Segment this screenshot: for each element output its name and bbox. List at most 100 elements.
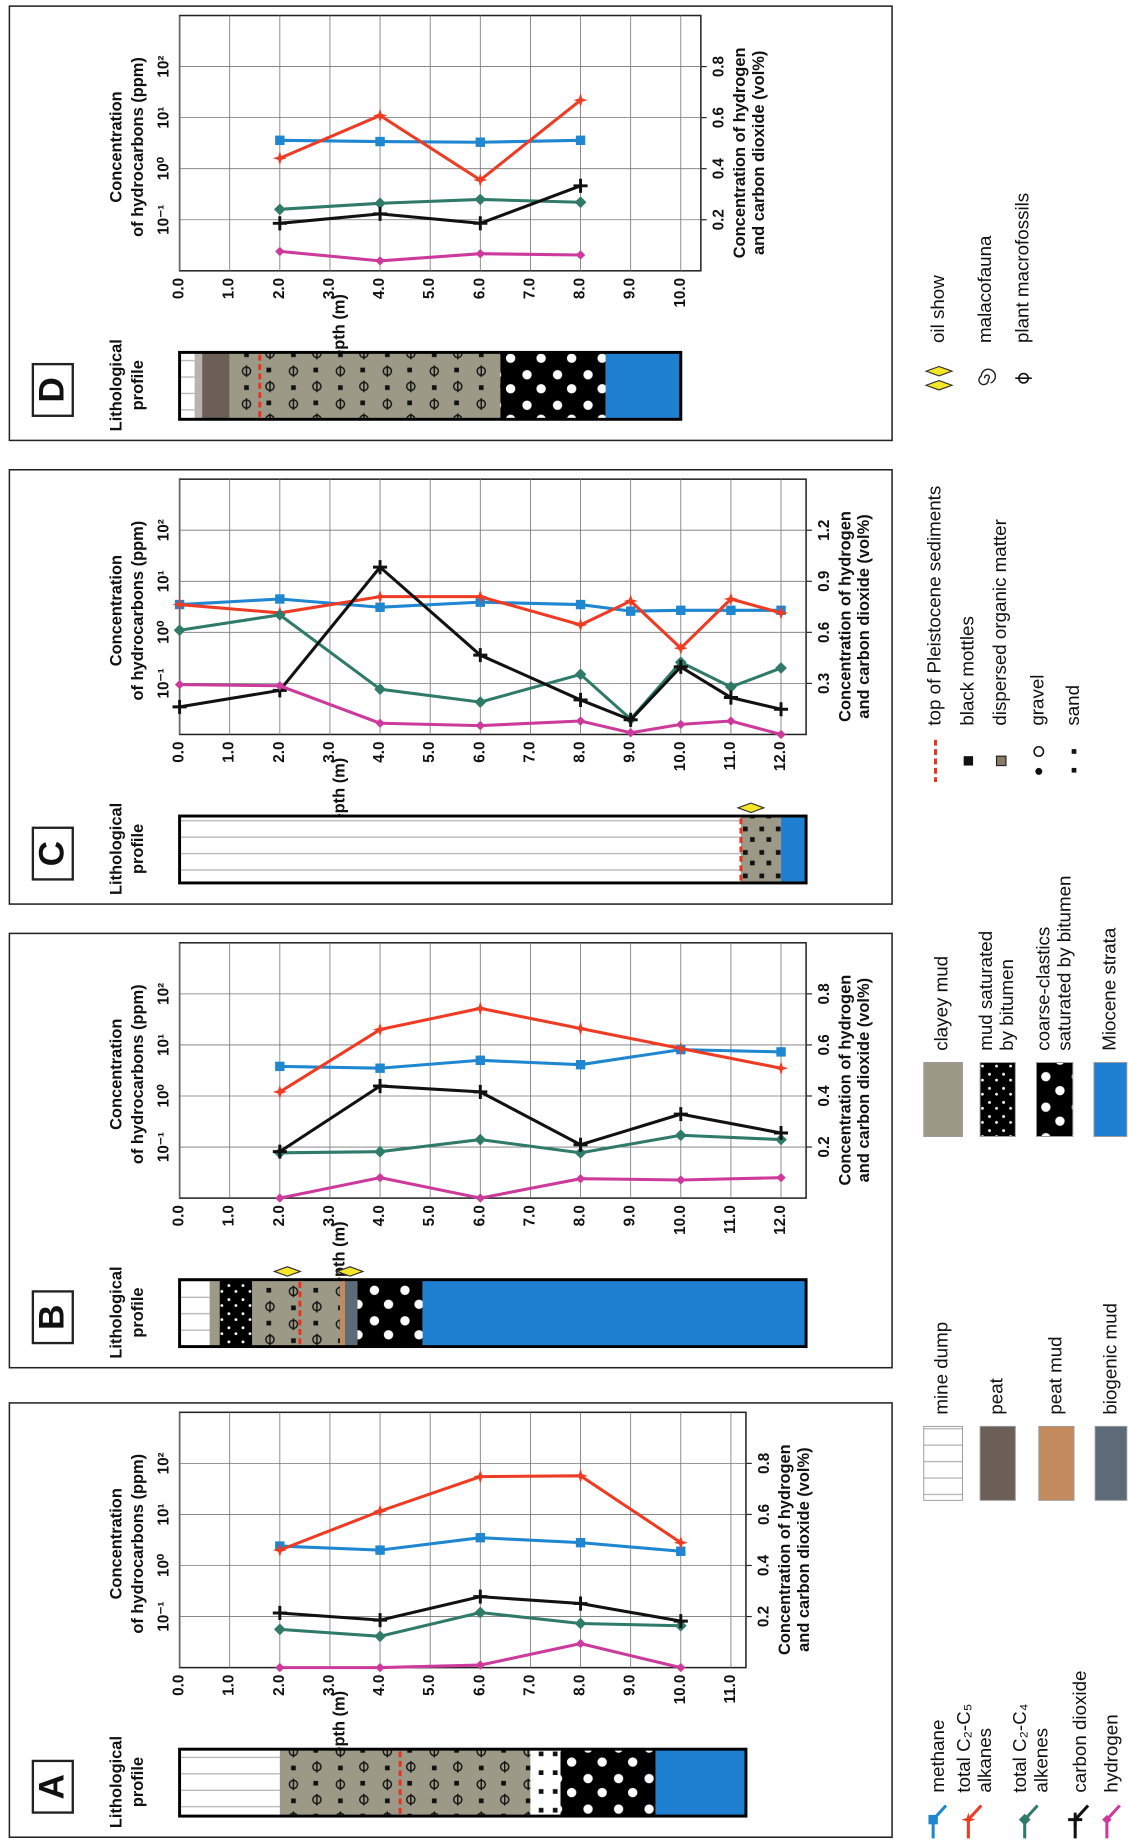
legend-label: alkanes bbox=[974, 1728, 995, 1793]
legend-label: total C₂-C₅ bbox=[953, 1704, 974, 1793]
x-tick-label: 10.0 bbox=[672, 1675, 689, 1705]
y-axis-title: of hydrocarbons (ppm) bbox=[129, 984, 147, 1164]
x-tick-label: 11.0 bbox=[722, 1205, 739, 1234]
profile-layer bbox=[561, 1749, 656, 1816]
legend-label: sand bbox=[1062, 685, 1083, 726]
marker bbox=[576, 1538, 585, 1547]
legend-label: clayey mud bbox=[930, 956, 951, 1051]
y2-tick-label: 0.2 bbox=[816, 1136, 833, 1157]
legend-icon bbox=[964, 756, 973, 765]
marker bbox=[375, 1545, 384, 1554]
y-tick-label: 10¹ bbox=[155, 107, 172, 129]
legend-line bbox=[968, 1806, 981, 1839]
y2-tick-label: 0.8 bbox=[711, 55, 728, 77]
oil-show bbox=[738, 803, 764, 812]
x-tick-label: 9.0 bbox=[622, 741, 639, 762]
x-tick-label: 0.0 bbox=[171, 1675, 188, 1696]
legend-icon bbox=[997, 756, 1006, 765]
x-tick-label: 1.0 bbox=[221, 741, 238, 762]
y-axis-title: of hydrocarbons (ppm) bbox=[129, 521, 147, 701]
profile-label: Lithological bbox=[108, 1266, 126, 1358]
marker bbox=[476, 138, 485, 147]
y2-axis-title: Concentration of hydrogen bbox=[731, 47, 749, 258]
profile-label: Lithological bbox=[108, 1736, 126, 1828]
x-tick-label: 10.0 bbox=[672, 741, 689, 771]
legend-swatch bbox=[980, 1426, 1015, 1500]
panel-letter: B bbox=[32, 1305, 71, 1330]
profile-layer bbox=[741, 816, 781, 883]
x-tick-label: 5.0 bbox=[421, 1205, 438, 1226]
marker bbox=[275, 136, 284, 145]
x-tick-label: 7.0 bbox=[521, 1205, 538, 1226]
profile-label: profile bbox=[129, 360, 147, 410]
x-tick-label: 0.0 bbox=[171, 1205, 188, 1226]
profile-layer bbox=[210, 1280, 220, 1347]
legend-label: gravel bbox=[1027, 675, 1048, 726]
legend-label: total C₂-C₄ bbox=[1009, 1704, 1030, 1793]
panel-letter: D bbox=[32, 377, 71, 402]
x-tick-label: 5.0 bbox=[421, 1675, 438, 1696]
profile-layer bbox=[340, 1280, 345, 1347]
legend-label: carbon dioxide bbox=[1069, 1671, 1090, 1793]
x-tick-label: 2.0 bbox=[271, 278, 288, 299]
profile-layer bbox=[500, 352, 605, 419]
profile-label: Lithological bbox=[108, 803, 126, 895]
y2-tick-label: 1.2 bbox=[816, 520, 833, 541]
y-tick-label: 10¹ bbox=[155, 1034, 172, 1056]
x-tick-label: 4.0 bbox=[371, 1205, 388, 1226]
y2-tick-label: 0.2 bbox=[756, 1606, 773, 1627]
marker bbox=[275, 594, 284, 603]
profile-layer bbox=[202, 352, 230, 419]
marker bbox=[275, 1062, 284, 1071]
y-tick-label: 10² bbox=[155, 56, 172, 78]
legend-label: oil show bbox=[927, 275, 948, 343]
legend-swatch bbox=[1036, 1063, 1072, 1137]
x-tick-label: 6.0 bbox=[471, 741, 488, 762]
y-tick-label: 10⁻¹ bbox=[155, 205, 172, 235]
x-tick-label: 5.0 bbox=[421, 278, 438, 299]
y-tick-label: 10² bbox=[155, 983, 172, 1005]
x-tick-label: 0.0 bbox=[171, 278, 188, 299]
profile-layer bbox=[220, 1280, 253, 1347]
legend-label: black mottles bbox=[956, 616, 977, 726]
y-tick-label: 10² bbox=[155, 519, 172, 541]
x-tick-label: 9.0 bbox=[622, 1205, 639, 1226]
profile-layer bbox=[180, 816, 741, 883]
y2-tick-label: 0.2 bbox=[711, 209, 728, 230]
marker bbox=[476, 1533, 485, 1542]
y2-tick-label: 0.3 bbox=[816, 673, 833, 694]
legend-icon bbox=[1072, 768, 1077, 773]
profile-label: profile bbox=[129, 1757, 147, 1807]
x-tick-label: 5.0 bbox=[421, 741, 438, 762]
y-tick-label: 10⁰ bbox=[155, 1084, 172, 1107]
y2-tick-label: 0.8 bbox=[816, 983, 833, 1005]
y2-axis-title: and carbon dioxide (vol%) bbox=[750, 51, 768, 255]
y-axis-title: Concentration bbox=[108, 1488, 126, 1599]
y-tick-label: 10¹ bbox=[155, 1503, 172, 1525]
y2-tick-label: 0.9 bbox=[816, 571, 833, 592]
profile-layer bbox=[180, 352, 195, 419]
y-tick-label: 10⁻¹ bbox=[155, 668, 172, 698]
y-axis-title: Concentration bbox=[108, 91, 126, 202]
profile-layer bbox=[180, 1280, 210, 1347]
profile-label: profile bbox=[129, 1287, 147, 1337]
legend-label: methane bbox=[927, 1720, 948, 1793]
x-tick-label: 1.0 bbox=[221, 1675, 238, 1696]
x-tick-label: 7.0 bbox=[521, 1675, 538, 1696]
marker bbox=[576, 136, 585, 145]
profile-layer bbox=[656, 1749, 746, 1816]
x-tick-label: 6.0 bbox=[471, 1205, 488, 1226]
y2-tick-label: 0.8 bbox=[756, 1452, 773, 1474]
marker bbox=[375, 137, 384, 146]
y2-axis-title: Concentration of hydrogen bbox=[836, 511, 854, 722]
y-tick-label: 10⁻¹ bbox=[155, 1132, 172, 1162]
x-tick-label: 8.0 bbox=[572, 1675, 589, 1696]
y-tick-label: 10⁰ bbox=[155, 1554, 172, 1577]
plot-area bbox=[180, 479, 807, 734]
x-tick-label: 11.0 bbox=[722, 1675, 739, 1704]
legend-icon bbox=[926, 366, 952, 375]
y2-axis-title: and carbon dioxide (vol%) bbox=[795, 1447, 813, 1651]
oil-show bbox=[274, 1267, 300, 1276]
panel-letter: C bbox=[32, 841, 71, 866]
legend-icon bbox=[979, 369, 995, 384]
